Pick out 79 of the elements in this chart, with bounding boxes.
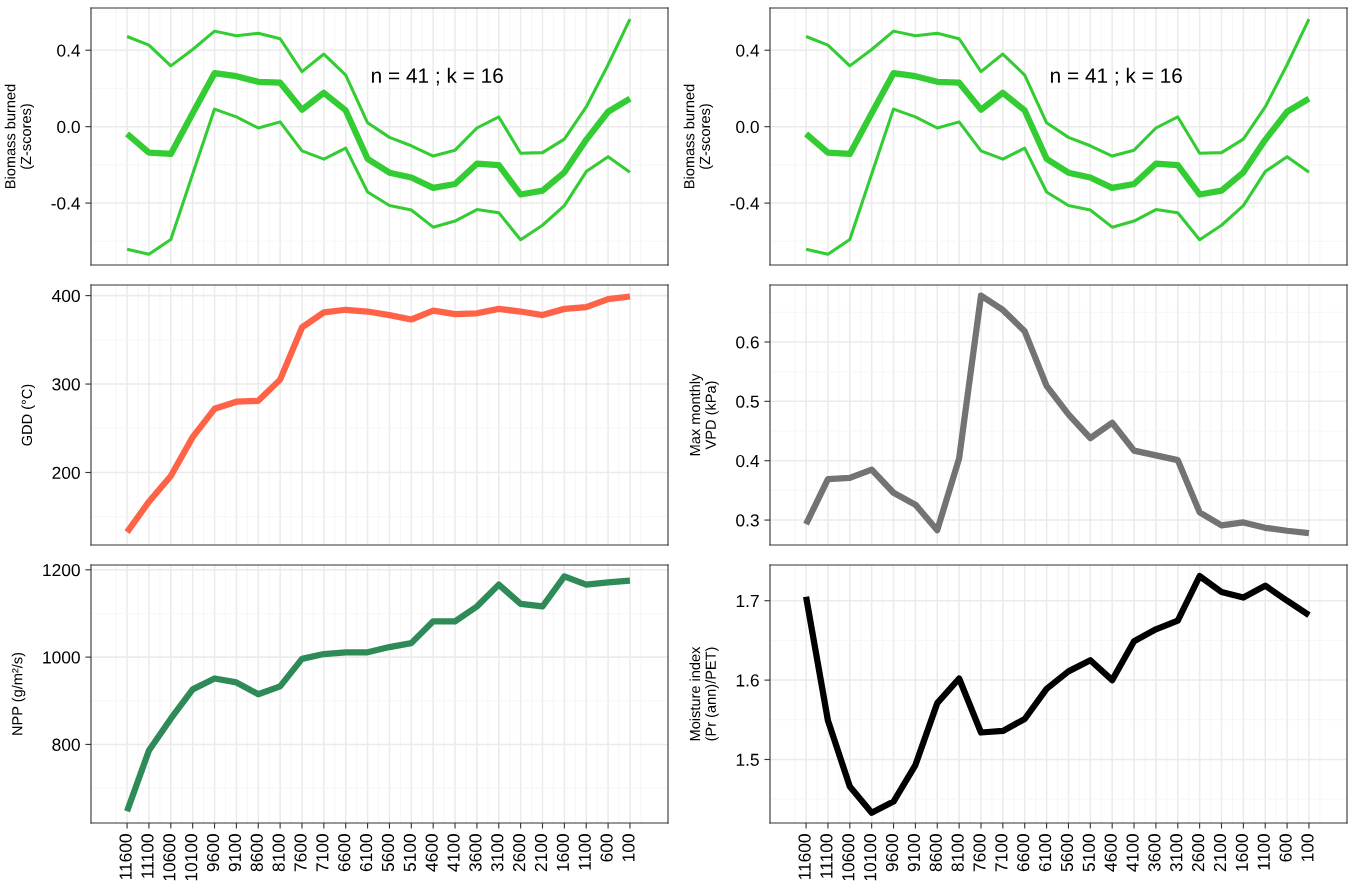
x-tick-label: 9100 bbox=[907, 834, 921, 872]
y-tick-label: 0.4 bbox=[57, 44, 81, 57]
x-tick-label: 3600 bbox=[469, 834, 482, 872]
x-tick-label: 11100 bbox=[820, 834, 833, 878]
x-tick-label: 6600 bbox=[338, 834, 351, 872]
x-tick-label: 10100 bbox=[185, 834, 198, 881]
x-tick-label: 1600 bbox=[556, 834, 570, 871]
line-series bbox=[125, 17, 632, 158]
x-tick-label: 7100 bbox=[995, 834, 1008, 872]
x-tick-label: 4100 bbox=[1126, 834, 1139, 872]
y-tick-label: 1200 bbox=[43, 563, 80, 577]
y-axis-title: NPP (g/m²/s) bbox=[11, 652, 26, 735]
line-series bbox=[804, 17, 1311, 158]
x-tick-label: 1100 bbox=[578, 834, 591, 870]
x-tick-label: 9600 bbox=[206, 834, 220, 872]
line-series bbox=[804, 107, 1311, 256]
x-tick-label: 2600 bbox=[1192, 834, 1205, 872]
x-tick-label: 4600 bbox=[1104, 834, 1117, 872]
x-tick-label: 4600 bbox=[425, 834, 438, 872]
y-axis-title: Moisture index (Pr (ann)/PET) bbox=[689, 646, 719, 741]
x-tick-label: 9600 bbox=[885, 834, 899, 872]
x-tick-label: 7600 bbox=[973, 834, 986, 872]
y-tick-label: 400 bbox=[52, 289, 80, 303]
x-tick-label: 100 bbox=[622, 834, 635, 862]
x-tick-label: 3600 bbox=[1148, 834, 1161, 872]
y-tick-label: 0.4 bbox=[736, 454, 760, 468]
x-tick-label: 9100 bbox=[228, 834, 242, 872]
x-tick-label: 1600 bbox=[1235, 834, 1249, 871]
x-tick-label: 8600 bbox=[929, 834, 942, 872]
y-tick-label: 1000 bbox=[43, 651, 80, 664]
x-tick-label: 10600 bbox=[163, 834, 176, 881]
x-tick-label: 8100 bbox=[272, 834, 285, 872]
x-tick-label: 7100 bbox=[316, 834, 329, 872]
y-axis-title: GDD (°C) bbox=[21, 384, 35, 446]
y-tick-label: 1.6 bbox=[736, 674, 759, 687]
y-tick-label: 0.0 bbox=[57, 120, 80, 134]
y-axis-title: Max monthly VPD (kPa) bbox=[689, 373, 719, 456]
x-tick-label: 11600 bbox=[798, 834, 811, 880]
annotation: n = 41 ; k = 16 bbox=[371, 67, 503, 86]
y-axis-title: Biomass burned (Z-scores) bbox=[683, 84, 713, 188]
x-tick-label: 6100 bbox=[359, 834, 373, 872]
y-tick-label: 0.4 bbox=[736, 44, 760, 57]
x-tick-label: 600 bbox=[1279, 834, 1292, 862]
line-series bbox=[125, 107, 632, 256]
x-tick-label: 600 bbox=[600, 834, 613, 862]
x-tick-label: 3100 bbox=[491, 834, 504, 872]
x-tick-label: 7600 bbox=[294, 834, 307, 872]
y-tick-label: 1.5 bbox=[736, 753, 759, 766]
x-tick-label: 11100 bbox=[141, 834, 154, 878]
x-tick-label: 11600 bbox=[119, 834, 132, 880]
x-tick-label: 5600 bbox=[1060, 834, 1074, 872]
x-tick-label: 3100 bbox=[1170, 834, 1183, 872]
x-tick-label: 100 bbox=[1301, 834, 1314, 862]
x-tick-label: 8600 bbox=[250, 834, 263, 872]
x-tick-label: 6600 bbox=[1017, 834, 1030, 872]
y-tick-label: 800 bbox=[52, 738, 80, 751]
y-tick-label: 0.6 bbox=[736, 336, 759, 349]
x-tick-label: 5100 bbox=[1082, 834, 1095, 872]
y-tick-label: 300 bbox=[52, 378, 80, 391]
x-tick-label: 6100 bbox=[1038, 834, 1052, 872]
y-axis-title: Biomass burned (Z-scores) bbox=[4, 84, 34, 188]
x-tick-label: 5100 bbox=[403, 834, 416, 872]
x-tick-label: 2100 bbox=[1213, 834, 1227, 872]
y-tick-label: 200 bbox=[52, 466, 80, 479]
y-tick-label: 0.3 bbox=[736, 514, 759, 527]
y-tick-label: 0.0 bbox=[736, 120, 759, 134]
x-tick-label: 4100 bbox=[447, 834, 460, 872]
x-tick-label: 10100 bbox=[864, 834, 877, 881]
x-tick-label: 2600 bbox=[513, 834, 526, 872]
x-tick-label: 1100 bbox=[1257, 834, 1270, 870]
x-tick-label: 10600 bbox=[842, 834, 855, 881]
x-tick-label: 5600 bbox=[381, 834, 395, 872]
y-tick-label: -0.4 bbox=[730, 197, 760, 210]
y-tick-label: 1.7 bbox=[736, 595, 759, 608]
annotation: n = 41 ; k = 16 bbox=[1050, 67, 1182, 86]
x-tick-label: 2100 bbox=[534, 834, 548, 872]
x-tick-label: 8100 bbox=[951, 834, 964, 872]
y-tick-label: -0.4 bbox=[51, 197, 81, 210]
y-tick-label: 0.5 bbox=[736, 395, 759, 408]
